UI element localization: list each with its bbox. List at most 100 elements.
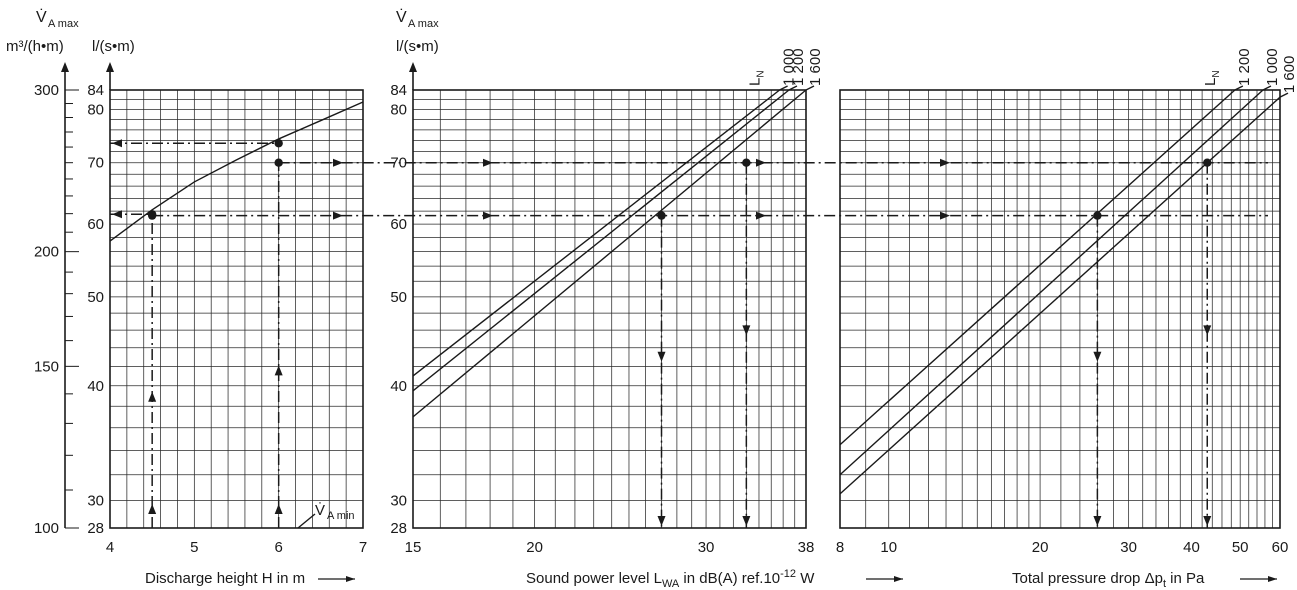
mid-tick-label: 60 — [390, 216, 407, 233]
ls-tick-label: 40 — [87, 378, 104, 395]
ls-axis-arrow — [106, 62, 114, 72]
x-tick-label-discharge: 5 — [190, 539, 198, 556]
series-line-pressure — [839, 89, 1236, 446]
example-arrow — [756, 211, 766, 220]
x-tick-label-pressure: 30 — [1120, 539, 1137, 556]
xlabel-sound-mid: in dB(A) ref.10 — [679, 570, 780, 587]
mid-units-ls: l/(s•m) — [396, 38, 439, 55]
example-arrow — [1203, 325, 1212, 336]
ls-tick-label: 60 — [87, 216, 104, 233]
example-arrow — [657, 351, 666, 362]
series-lines — [109, 85, 1289, 529]
mid-vmax-symbol: V̇ — [396, 8, 407, 26]
example-arrow — [274, 365, 283, 376]
xlabel-pressure-post: in Pa — [1166, 570, 1205, 587]
mid-axis-arrow — [409, 62, 417, 72]
m3-tick-label: 100 — [34, 520, 59, 537]
mid-tick-label: 40 — [390, 378, 407, 395]
example-arrow — [333, 158, 343, 167]
vmin-label: V̇ A min — [315, 502, 355, 522]
m3-tick-label: 150 — [34, 358, 59, 375]
x-tick-label-discharge: 7 — [359, 539, 367, 556]
example-arrow — [1093, 516, 1102, 526]
ln-label: LN — [1202, 70, 1222, 86]
example-arrow — [657, 516, 666, 526]
xlabel-sound-sub: WA — [662, 578, 680, 590]
example-arrow — [148, 504, 157, 514]
x-tick-label-discharge: 6 — [274, 539, 282, 556]
mid-tick-label: 28 — [390, 520, 407, 537]
xlabel-pressure-delta: Δp — [1145, 570, 1163, 587]
x-tick-label-pressure: 40 — [1183, 539, 1200, 556]
mid-tick-label: 70 — [390, 155, 407, 172]
ln-label-sub: N — [756, 70, 767, 77]
xlabel-discharge: Discharge height H in m — [145, 570, 305, 587]
frame-discharge — [109, 89, 364, 529]
vmin-pointer — [297, 513, 316, 529]
xlabel-sound-sup: -12 — [780, 568, 796, 580]
xlabel-sound-arrowhead — [894, 576, 903, 582]
left-units-m3: m³/(h•m) — [6, 38, 64, 55]
m3-tick-label: 200 — [34, 244, 59, 261]
example-arrow — [940, 211, 950, 220]
x-tick-label-pressure: 10 — [880, 539, 897, 556]
left-vmax-symbol: V̇ — [36, 8, 47, 26]
series-line-sound — [412, 89, 807, 418]
example-point — [657, 211, 666, 220]
series-label: 1 000 — [1264, 48, 1281, 86]
example-arrow — [483, 158, 493, 167]
example-arrow — [112, 139, 122, 148]
ln-label-main: L — [747, 78, 764, 86]
xlabel-pressure-arrowhead — [1268, 576, 1277, 582]
series-leader — [1279, 92, 1289, 98]
ls-tick-label: 50 — [87, 289, 104, 306]
example-arrow — [274, 504, 283, 514]
ln-label-main: L — [1202, 78, 1219, 86]
series-label: 1 600 — [807, 48, 824, 86]
ls-tick-label: 30 — [87, 492, 104, 509]
mid-vmax-sub: A max — [408, 18, 439, 30]
ln-label-sub: N — [1211, 70, 1222, 77]
example-arrow — [112, 210, 122, 219]
series-line-pressure — [839, 89, 1264, 476]
series-label: 1 000 — [781, 48, 798, 86]
m3-axis-arrow — [61, 62, 69, 72]
panel-frames — [61, 62, 1281, 529]
example-arrow — [333, 211, 343, 220]
ln-label: LN — [747, 70, 767, 86]
series-label: 1 200 — [1236, 48, 1253, 86]
x-tick-label-sound: 38 — [798, 539, 815, 556]
series-leader — [805, 85, 815, 91]
x-tick-label-pressure: 20 — [1032, 539, 1049, 556]
xlabel-pressure: Total pressure drop Δpt in Pa — [1012, 570, 1205, 590]
series-label: 1 600 — [1281, 56, 1297, 94]
tick-labels: 3002001501008480706050403028848070605040… — [34, 48, 1297, 556]
x-tick-label-pressure: 60 — [1272, 539, 1289, 556]
mid-tick-label: 84 — [390, 82, 407, 99]
example-point — [274, 158, 283, 167]
series-line-discharge — [109, 101, 364, 242]
example-arrow — [756, 158, 766, 167]
ls-tick-label: 28 — [87, 520, 104, 537]
vmin-sub: A min — [327, 510, 355, 522]
vmin-symbol: V̇ — [315, 502, 325, 519]
ls-tick-label: 84 — [87, 82, 104, 99]
series-line-pressure — [839, 96, 1281, 495]
example-arrow — [940, 158, 950, 167]
example-point — [742, 158, 751, 167]
x-tick-label-sound: 30 — [698, 539, 715, 556]
xlabel-pressure-pre: Total pressure drop — [1012, 570, 1145, 587]
xlabel-pressure-sub: t — [1163, 578, 1166, 590]
example-point — [1203, 158, 1212, 167]
example-point — [1093, 211, 1102, 220]
series-line-sound — [412, 89, 790, 392]
x-tick-label-pressure: 50 — [1232, 539, 1249, 556]
frame-sound — [412, 89, 807, 529]
example-arrow — [1203, 516, 1212, 526]
example-point — [274, 139, 283, 148]
xlabel-sound-pre: Sound power level L — [526, 570, 662, 587]
x-tick-label-sound: 20 — [526, 539, 543, 556]
mid-tick-label: 50 — [390, 289, 407, 306]
example-arrow — [1093, 351, 1102, 362]
